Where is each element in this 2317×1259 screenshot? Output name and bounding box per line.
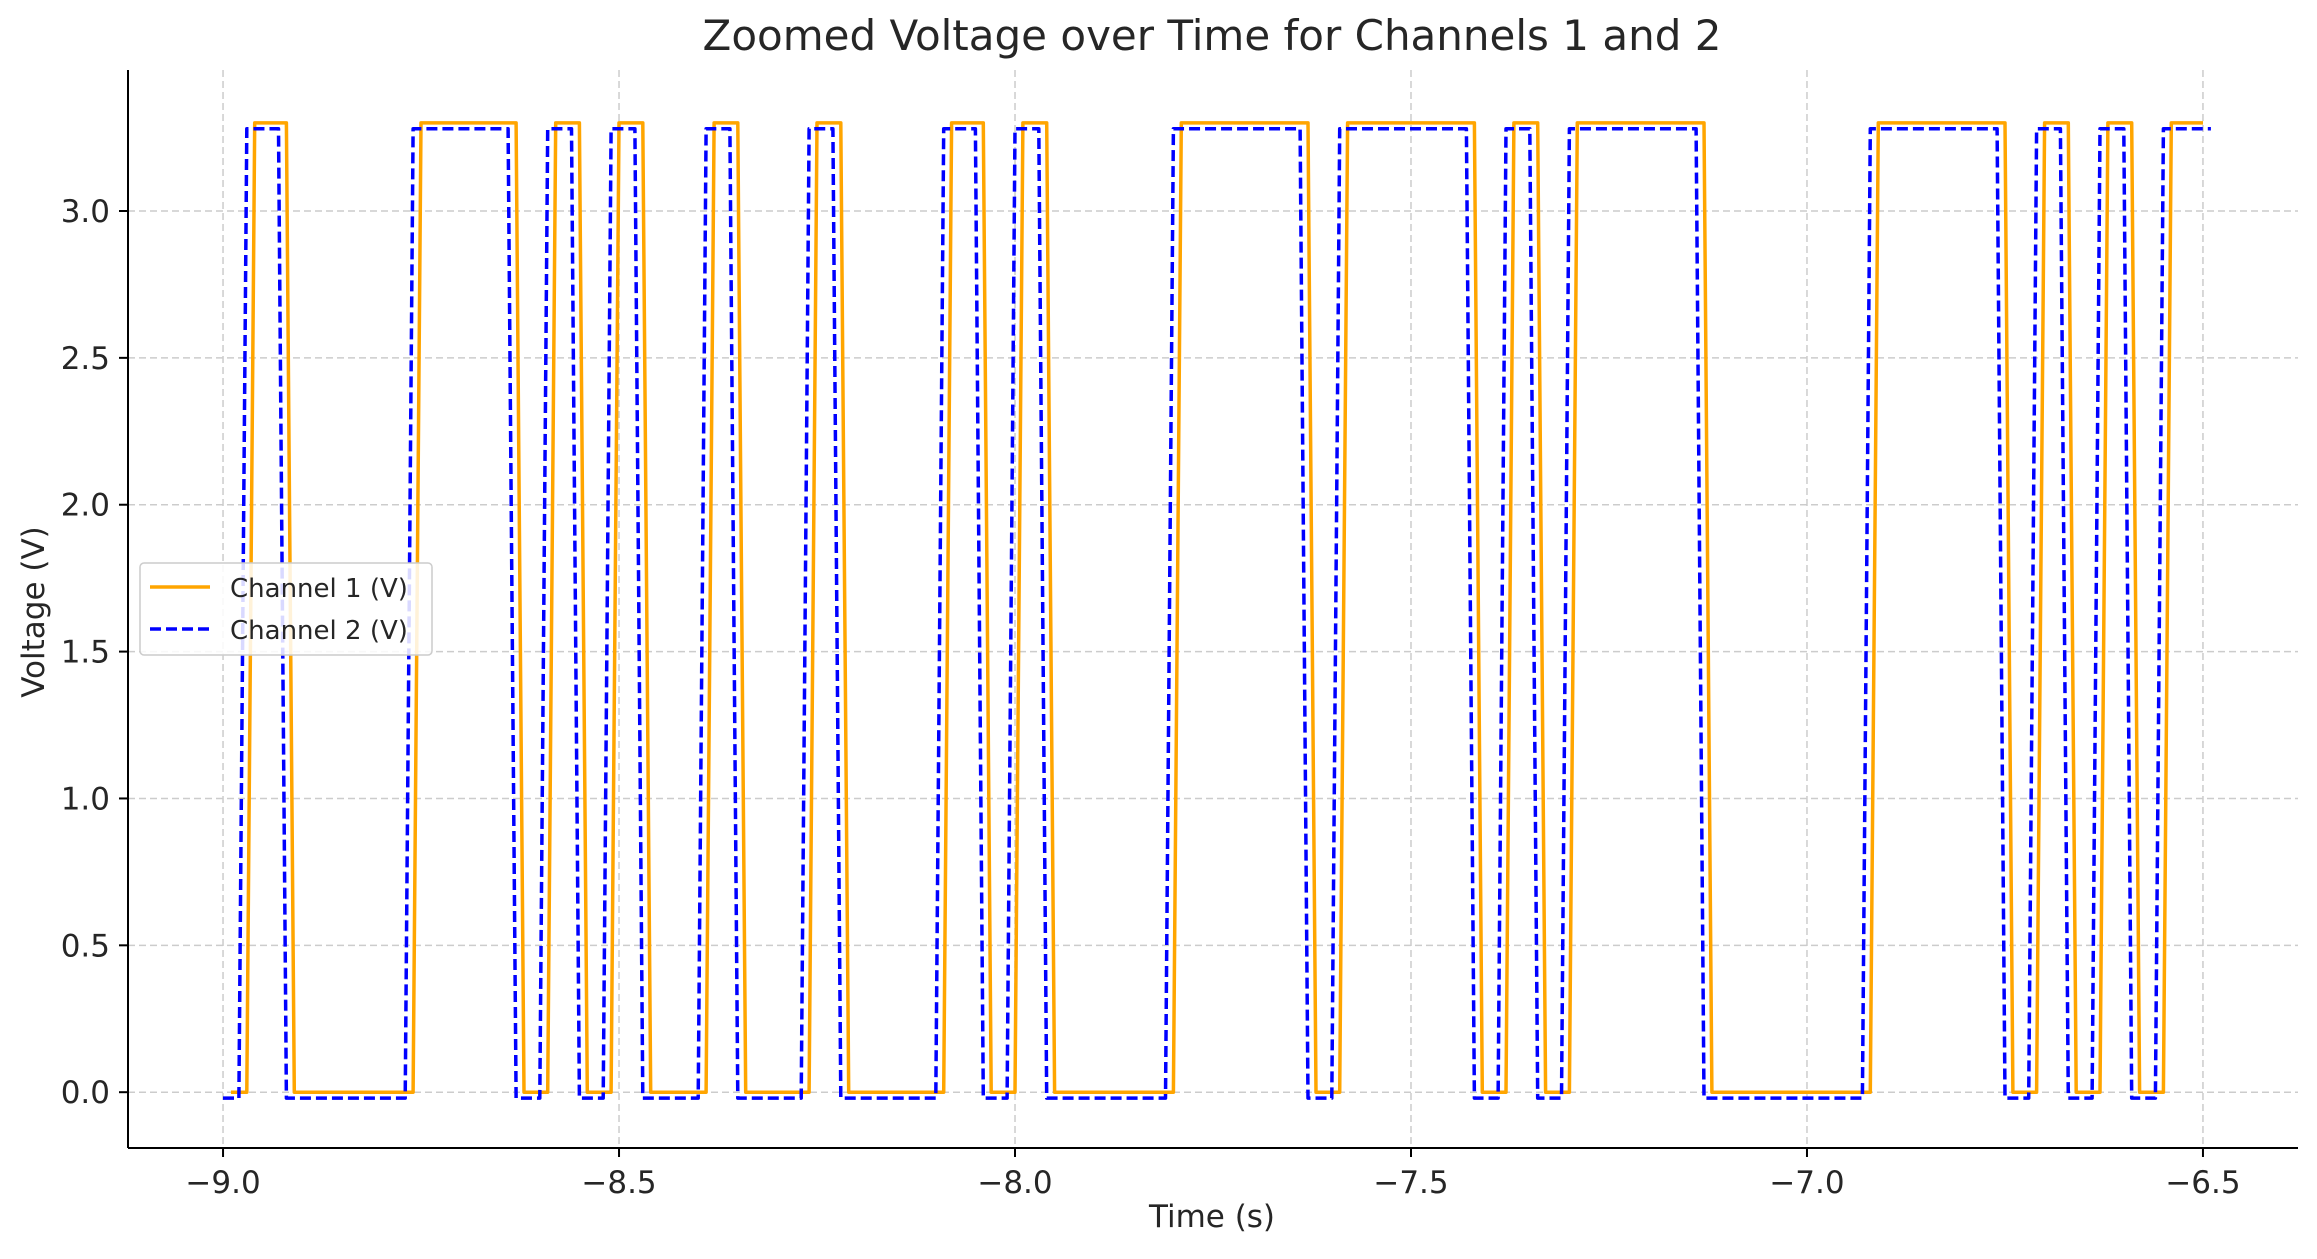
x-tick-label: −7.0 [1769,1165,1844,1201]
y-tick-label: 3.0 [61,194,110,230]
series-line-channel-1 [231,121,2203,1094]
x-tick-label: −9.0 [185,1165,260,1201]
legend-label-channel-1: Channel 1 (V) [230,574,408,604]
x-tick-label: −7.5 [1373,1165,1448,1201]
ticks-layer: −9.0 −8.5 −8.0 −7.5 −7.0 −6.5 0.0 0.5 1.0 1.5 2.0 2… [61,194,2241,1201]
x-tick-label: −8.5 [581,1165,656,1201]
x-axis-label: Time (s) [1148,1199,1275,1235]
axes-layer [127,70,2298,1149]
y-tick-label: 1.5 [61,635,110,671]
legend-label-channel-2: Channel 2 (V) [230,616,408,646]
y-axis-label: Voltage (V) [16,526,52,698]
y-tick-label: 2.0 [61,488,110,524]
series-line-channel-2 [223,126,2211,1100]
y-tick-label: 1.0 [61,781,110,817]
series-layer [223,121,2211,1100]
grid-layer [128,70,2298,1148]
y-tick-label: 2.5 [61,341,110,377]
legend-box [139,562,433,656]
y-tick-label: 0.0 [61,1075,110,1111]
x-tick-label: −6.5 [2165,1165,2240,1201]
legend: Channel 1 (V) Channel 2 (V) [139,562,433,656]
x-tick-label: −8.0 [977,1165,1052,1201]
y-tick-label: 0.5 [61,928,110,964]
chart-title: Zoomed Voltage over Time for Channels 1 … [703,11,1722,60]
